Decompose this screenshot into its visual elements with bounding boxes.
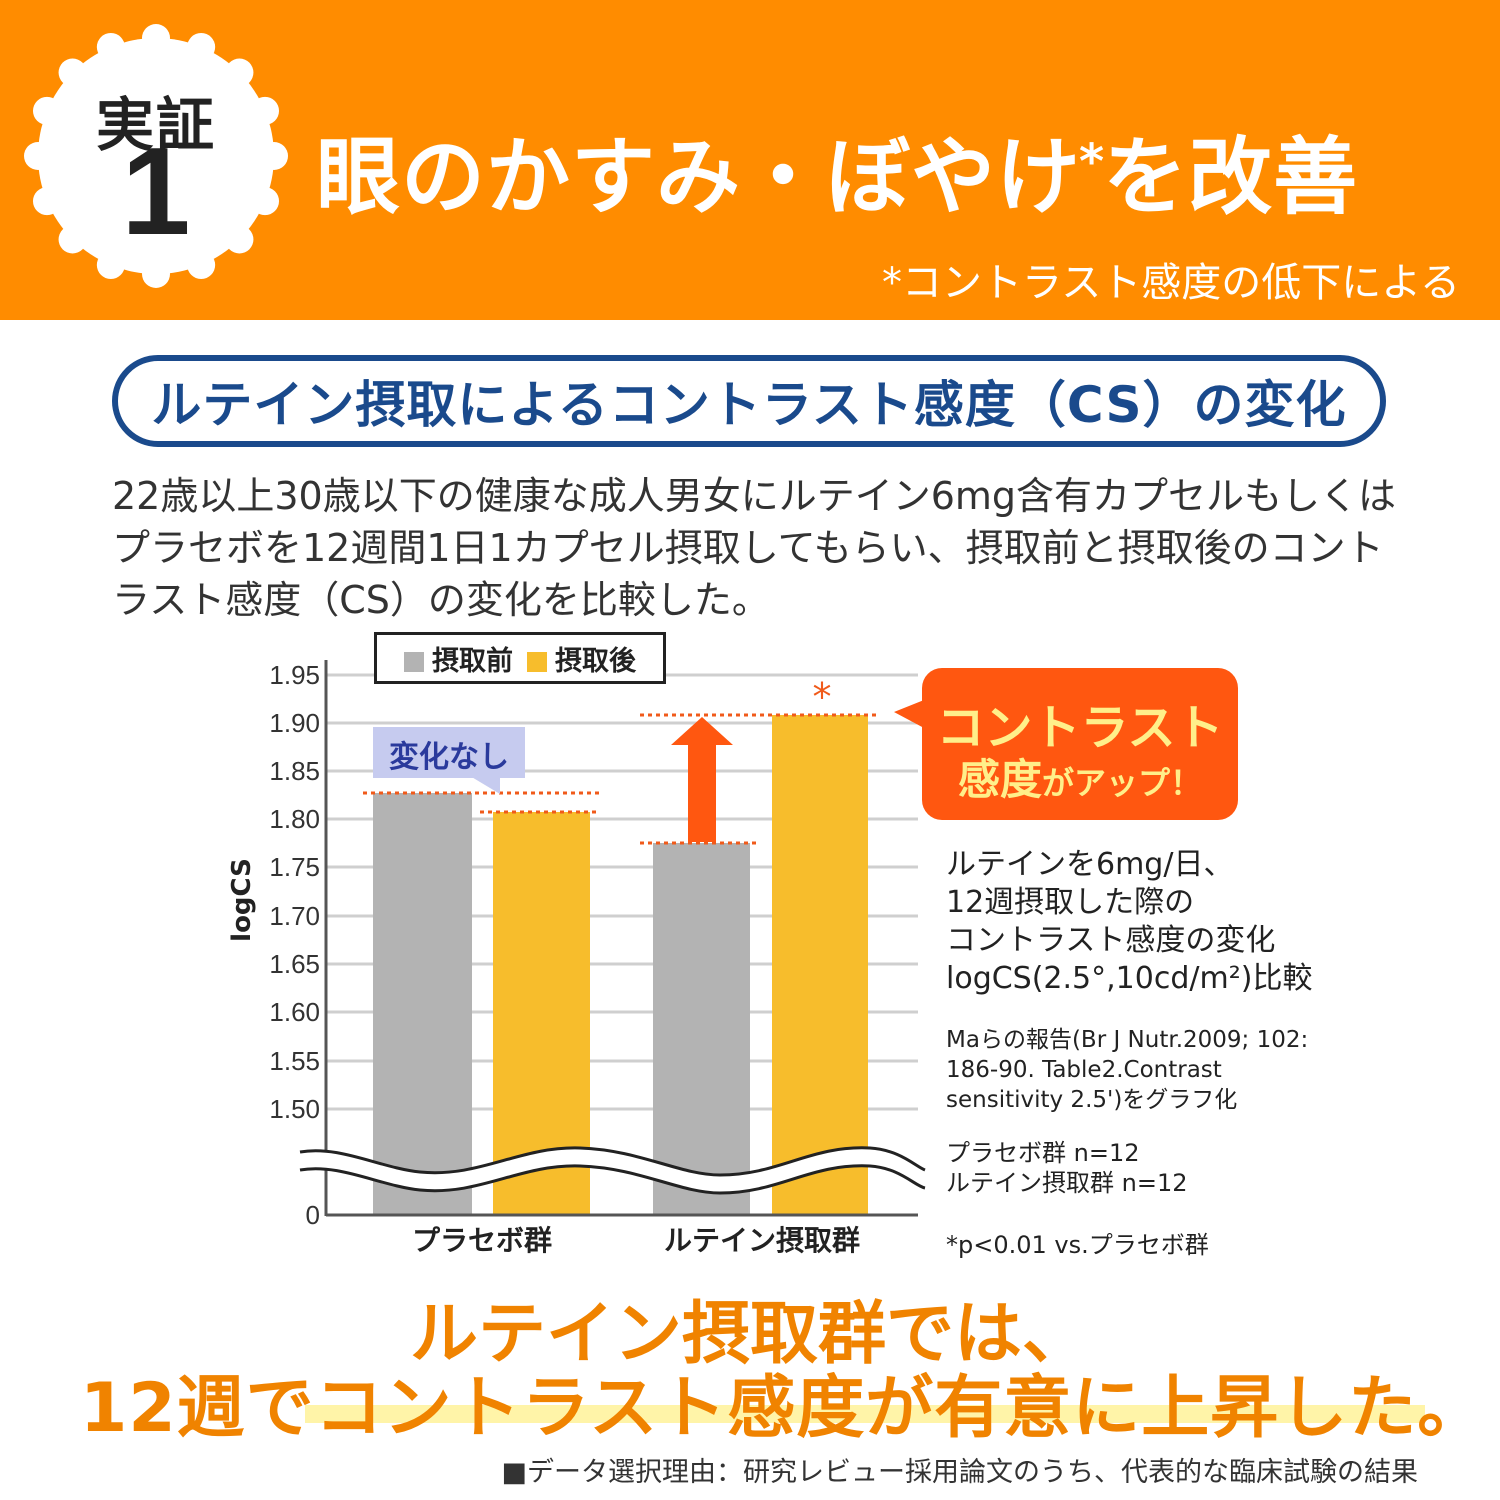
svg-text:0: 0 <box>306 1200 320 1230</box>
data-selection-note: ■データ選択理由：研究レビュー採用論文のうち、代表的な臨床試験の結果 <box>501 1457 1418 1488</box>
chart-legend: 摂取前 摂取後 <box>374 632 666 684</box>
no-change-label: 変化なし <box>389 740 509 775</box>
svg-text:1.85: 1.85 <box>269 756 320 786</box>
p-value-note: *p<0.01 vs.プラセボ群 <box>946 1231 1209 1259</box>
legend-item-before: 摂取前 <box>404 639 513 678</box>
study-description: 22歳以上30歳以下の健康な成人男女にルテイン6mg含有カプセルもしくはプラセボ… <box>112 474 1397 622</box>
sample-size-note: プラセボ群 n=12 ルテイン摂取群 n=12 <box>946 1139 1188 1197</box>
y-axis-label: logCS <box>227 858 257 942</box>
callout-line2: 感度がアップ！ <box>957 755 1203 804</box>
conclusion-highlight <box>305 1405 1425 1423</box>
legend-swatch-yellow <box>527 652 547 672</box>
conclusion-line1: ルテイン摂取群では、 <box>409 1295 1090 1374</box>
section-title: ルテイン摂取によるコントラスト感度（CS）の変化 <box>151 376 1347 434</box>
bar-lutein-before <box>653 843 750 1215</box>
callout-line1: コントラスト <box>936 700 1224 756</box>
svg-text:1.95: 1.95 <box>269 660 320 690</box>
headline: 眼のかすみ・ぼやけ*を改善 <box>316 110 1358 231</box>
svg-text:1.90: 1.90 <box>269 708 320 738</box>
significance-asterisk: * <box>813 675 832 719</box>
legend-swatch-gray <box>404 652 424 672</box>
bar-lutein-after <box>772 715 868 1215</box>
x-label-placebo: プラセボ群 <box>412 1224 552 1257</box>
up-arrow-icon <box>671 717 733 842</box>
svg-text:1.55: 1.55 <box>269 1046 320 1076</box>
contrast-up-callout <box>922 668 1238 820</box>
svg-text:1.60: 1.60 <box>269 997 320 1027</box>
svg-text:1.75: 1.75 <box>269 852 320 882</box>
conclusion-line2: 12週でコントラスト感度が有意に上昇した。 <box>80 1369 1487 1448</box>
header-footnote: *コントラスト感度の低下による <box>882 260 1460 306</box>
y-axis-ticks: 1.95 1.90 1.85 1.80 1.75 1.70 1.65 1.60 … <box>269 660 320 1230</box>
badge-number: 1 <box>121 123 191 261</box>
badge-seal-icon <box>24 24 288 288</box>
legend-item-after: 摂取後 <box>527 639 636 678</box>
reference-dotted-lines <box>363 713 876 845</box>
badge-label: 実証 <box>95 91 216 159</box>
chart-side-note: ルテインを6mg/日、 12週摂取した際の コントラスト感度の変化 logCS(… <box>946 847 1313 996</box>
section-title-pill: ルテイン摂取によるコントラスト感度（CS）の変化 <box>112 355 1386 447</box>
chart-source-note: Maらの報告(Br J Nutr.2009; 102: 186-90. Tabl… <box>946 1027 1309 1113</box>
svg-text:1.65: 1.65 <box>269 949 320 979</box>
headline-part1: 眼のかすみ・ぼやけ <box>316 128 1082 226</box>
no-change-bubble <box>373 727 525 778</box>
x-label-lutein: ルテイン摂取群 <box>664 1224 860 1257</box>
svg-text:1.70: 1.70 <box>269 901 320 931</box>
bar-placebo-before <box>373 793 472 1215</box>
axis-break-band <box>300 1147 925 1193</box>
headline-part2: を改善 <box>1103 128 1359 226</box>
headline-asterisk: * <box>1079 134 1106 190</box>
svg-text:1.80: 1.80 <box>269 804 320 834</box>
svg-text:1.50: 1.50 <box>269 1094 320 1124</box>
